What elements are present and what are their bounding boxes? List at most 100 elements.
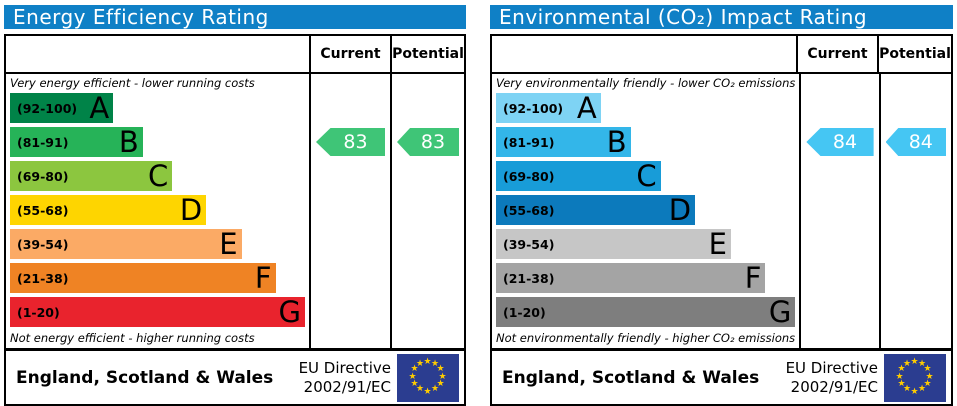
eu-star: ★ (423, 356, 432, 367)
table-footer: England, Scotland & Wales EU Directive 2… (492, 348, 951, 404)
band-letter: D (179, 192, 203, 227)
eu-star: ★ (416, 358, 425, 369)
band-letter: D (668, 192, 692, 227)
table-footer: England, Scotland & Wales EU Directive 2… (6, 348, 464, 404)
eu-directive-line1: EU Directive (298, 358, 391, 377)
table-header-row: Current Potential (492, 36, 951, 74)
potential-column-header: Potential (877, 36, 951, 72)
band-g: (1-20) G (10, 297, 305, 327)
band-c: (69-80) C (10, 158, 173, 193)
band-letter: C (148, 158, 169, 193)
eu-directive-label: EU Directive 2002/91/EC (299, 359, 397, 397)
band-c: (69-80) C (496, 161, 661, 191)
band-a: (92-100) A (496, 93, 601, 123)
band-letter: G (768, 294, 792, 329)
band-e: (39-54) E (10, 229, 242, 259)
header-spacer-cell (492, 36, 796, 72)
eu-star: ★ (436, 379, 445, 389)
panel-title: Environmental (CO₂) Impact Rating (499, 5, 868, 29)
band-a: (92-100) A (10, 90, 114, 125)
potential-value-column: 84 (878, 74, 951, 348)
potential-rating-value: 83 (420, 131, 446, 153)
eu-star: ★ (910, 356, 919, 367)
eu-star: ★ (895, 371, 904, 382)
eu-star: ★ (416, 384, 425, 395)
potential-rating-arrow: 84 (885, 128, 946, 156)
environmental-impact-panel: Environmental (CO₂) Impact Rating Curren… (490, 5, 953, 406)
band-d: (55-68) D (496, 192, 696, 227)
rating-bands-area: Very energy efficient - lower running co… (6, 74, 309, 348)
eu-directive-line2: 2002/91/EC (303, 377, 391, 396)
eu-star: ★ (910, 386, 919, 397)
eu-star: ★ (903, 384, 912, 395)
eu-directive-line1: EU Directive (785, 358, 878, 377)
rating-bands-area: Very environmentally friendly - lower CO… (492, 74, 799, 348)
current-value-column: 84 (799, 74, 878, 348)
current-rating-value: 84 (832, 131, 858, 153)
eu-directive-line2: 2002/91/EC (790, 377, 878, 396)
header-spacer-cell (6, 36, 309, 72)
eu-star: ★ (410, 364, 419, 374)
rating-table: Current Potential Very energy efficient … (4, 34, 466, 406)
band-range: (21-38) (503, 270, 555, 286)
potential-value-column: 83 (390, 74, 464, 348)
table-body: Very environmentally friendly - lower CO… (492, 74, 951, 348)
top-note: Very environmentally friendly - lower CO… (496, 76, 796, 90)
eu-star: ★ (903, 358, 912, 369)
band-range: (39-54) (503, 236, 555, 252)
eu-star: ★ (423, 386, 432, 397)
band-letter: B (606, 124, 627, 159)
current-value-column: 83 (309, 74, 390, 348)
band-letter: B (118, 124, 139, 159)
eu-star: ★ (408, 371, 417, 382)
eu-star: ★ (410, 379, 419, 389)
band-letter: F (254, 260, 272, 295)
band-d: (55-68) D (10, 192, 207, 227)
eu-star: ★ (438, 371, 447, 382)
eu-directive-label: EU Directive 2002/91/EC (786, 359, 884, 397)
band-letter: E (708, 226, 727, 261)
table-header-row: Current Potential (6, 36, 464, 74)
panel-title: Energy Efficiency Rating (13, 5, 269, 29)
potential-column-header: Potential (390, 36, 464, 72)
band-range: (1-20) (17, 304, 60, 320)
eu-star: ★ (431, 384, 440, 395)
energy-efficiency-panel: Energy Efficiency Rating Current Potenti… (4, 5, 466, 406)
table-body: Very energy efficient - lower running co… (6, 74, 464, 348)
eu-flag-icon: ★ ★ ★ ★ ★ ★ ★ ★ ★ ★ ★ ★ (397, 353, 459, 402)
eu-star: ★ (923, 379, 932, 389)
panel-title-bar: Environmental (CO₂) Impact Rating (490, 5, 953, 29)
current-rating-arrow: 83 (316, 128, 385, 156)
current-rating-value: 83 (343, 131, 368, 153)
band-letter: E (219, 226, 238, 261)
band-letter: C (636, 158, 657, 193)
band-range: (69-80) (17, 168, 69, 184)
band-letter: G (278, 294, 301, 329)
bottom-note: Not environmentally friendly - higher CO… (496, 331, 796, 345)
band-range: (1-20) (503, 304, 546, 320)
potential-rating-value: 84 (908, 131, 933, 153)
band-letter: A (576, 90, 597, 125)
band-range: (21-38) (17, 270, 69, 286)
band-range: (81-91) (503, 134, 555, 150)
region-label: England, Scotland & Wales (502, 367, 760, 388)
band-f: (21-38) F (496, 260, 766, 295)
eu-star: ★ (436, 364, 445, 374)
band-letter: A (89, 90, 110, 125)
rating-table: Current Potential Very environmentally f… (490, 34, 953, 406)
eu-star: ★ (918, 358, 927, 369)
potential-rating-arrow: 83 (397, 128, 459, 156)
eu-star: ★ (897, 379, 906, 389)
band-b: (81-91) B (10, 127, 143, 157)
band-range: (55-68) (17, 202, 69, 218)
band-e: (39-54) E (496, 229, 731, 259)
band-range: (92-100) (503, 100, 564, 116)
band-g: (1-20) G (496, 294, 796, 329)
eu-star: ★ (897, 364, 906, 374)
band-range: (81-91) (17, 134, 69, 150)
panel-title-bar: Energy Efficiency Rating (4, 5, 466, 29)
band-b: (81-91) B (496, 127, 631, 157)
band-range: (92-100) (17, 100, 78, 116)
current-column-header: Current (796, 36, 877, 72)
band-letter: F (744, 260, 762, 295)
